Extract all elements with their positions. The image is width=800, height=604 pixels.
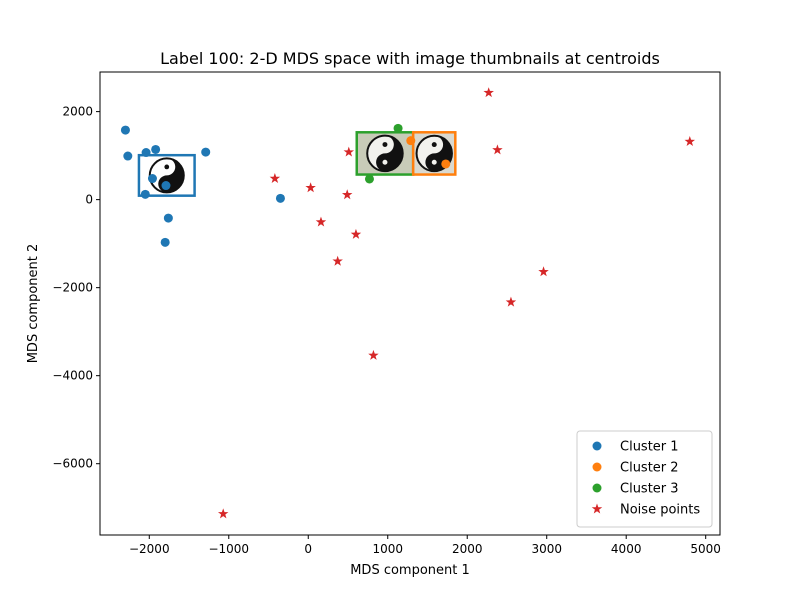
thumbnails-layer xyxy=(137,131,457,197)
x-tick-label: 1000 xyxy=(372,542,403,556)
data-point xyxy=(341,189,353,200)
y-tick-label: −4000 xyxy=(52,369,93,383)
data-point xyxy=(684,136,696,146)
data-point xyxy=(332,255,343,266)
x-tick-label: 2000 xyxy=(452,542,483,556)
data-point xyxy=(343,146,355,157)
legend-box xyxy=(576,430,713,528)
thumbnail-image xyxy=(355,131,415,176)
series-cluster-1 xyxy=(120,125,285,247)
plot-area-frame xyxy=(99,71,721,536)
y-tick-label: −6000 xyxy=(52,457,93,471)
legend: Cluster 1 Cluster 2 Cluster 3 Noise points xyxy=(576,430,713,528)
x-axis-label: MDS component 1 xyxy=(350,563,470,578)
thumbnail-image xyxy=(137,153,196,197)
y-axis: 2000 0 −2000 −4000 −6000 xyxy=(52,105,100,471)
legend-marker xyxy=(591,503,603,514)
y-tick-label: 2000 xyxy=(62,105,93,119)
x-tick-label: 4000 xyxy=(611,542,642,556)
x-axis: −2000 −1000 0 1000 2000 3000 4000 5000 xyxy=(129,535,721,556)
thumbnail-image xyxy=(411,131,457,176)
legend-label: Cluster 3 xyxy=(620,482,679,497)
yin-yang-icon xyxy=(148,157,185,194)
y-tick-label: 0 xyxy=(85,193,93,207)
data-point xyxy=(160,237,170,247)
data-point xyxy=(275,193,285,203)
x-tick-label: 0 xyxy=(304,542,312,556)
x-tick-label: −1000 xyxy=(208,542,249,556)
data-point xyxy=(393,123,403,133)
chart-title: Label 100: 2-D MDS space with image thum… xyxy=(160,49,660,68)
data-point xyxy=(492,144,503,155)
legend-label: Noise points xyxy=(620,503,700,518)
data-point xyxy=(123,151,133,161)
legend-marker xyxy=(592,483,602,493)
data-point xyxy=(161,181,171,191)
series-cluster-2 xyxy=(406,136,451,169)
data-point xyxy=(368,349,379,360)
legend-label: Cluster 1 xyxy=(620,440,679,455)
data-point xyxy=(140,189,150,199)
data-point xyxy=(141,148,151,158)
data-point xyxy=(505,296,517,307)
x-tick-label: 3000 xyxy=(531,542,562,556)
yin-yang-icon xyxy=(366,134,404,173)
data-point xyxy=(538,266,549,277)
y-axis-label: MDS component 2 xyxy=(26,244,41,364)
y-tick-label: −2000 xyxy=(52,281,93,295)
data-point xyxy=(217,508,229,519)
data-point xyxy=(120,125,130,135)
data-point xyxy=(305,182,316,193)
thumbnail-frame xyxy=(137,153,196,197)
data-point xyxy=(350,228,362,239)
data-point xyxy=(483,87,494,98)
legend-label: Cluster 2 xyxy=(620,461,679,476)
data-point xyxy=(163,213,173,223)
data-point xyxy=(441,159,451,169)
x-tick-label: 5000 xyxy=(690,542,721,556)
series-cluster-3 xyxy=(364,123,403,184)
data-point xyxy=(147,174,157,184)
x-tick-label: −2000 xyxy=(129,542,170,556)
data-point xyxy=(315,216,327,227)
legend-marker xyxy=(592,462,602,472)
legend-marker xyxy=(592,441,602,451)
data-point xyxy=(406,136,416,146)
points-layer xyxy=(120,87,696,519)
data-point xyxy=(151,144,161,154)
thumbnail-frame xyxy=(411,131,457,176)
data-point xyxy=(364,174,374,184)
series-noise-points xyxy=(217,87,696,519)
data-point xyxy=(269,173,281,183)
data-point xyxy=(201,147,211,157)
